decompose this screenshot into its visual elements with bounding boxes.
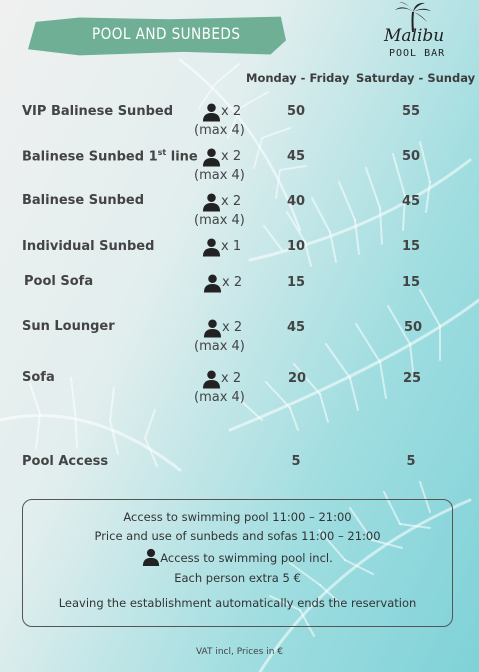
column-header-weekday: Monday - Friday [246, 71, 350, 85]
row-max: (max 4) [194, 123, 245, 138]
logo-script: Malibu [384, 26, 445, 46]
person-icon [202, 103, 221, 122]
person-icon [202, 148, 221, 167]
title-brush-banner [28, 16, 286, 56]
footer-note: VAT incl, Prices in € [195, 647, 284, 657]
row-capacity: x 2 [221, 194, 242, 209]
price-weekday: 15 [286, 275, 306, 290]
row-capacity: x 2 [221, 149, 242, 164]
row-max: (max 4) [194, 339, 245, 354]
price-weekend: 15 [401, 275, 421, 290]
person-icon [202, 370, 221, 389]
page-title: POOL AND SUNBEDS [92, 24, 241, 43]
column-header-weekend: Saturday - Sunday [356, 71, 476, 85]
row-name-pool-access: Pool Access [22, 454, 109, 469]
price-weekday: 10 [286, 239, 306, 254]
row-capacity: x 2 [222, 320, 243, 335]
person-icon [202, 193, 221, 212]
price-weekday: 45 [286, 320, 306, 335]
row-name-individual-sunbed: Individual Sunbed [22, 239, 155, 254]
price-weekend: 5 [406, 454, 416, 469]
price-weekend: 50 [403, 320, 423, 335]
row-max: (max 4) [194, 213, 245, 228]
price-weekend: 15 [401, 239, 421, 254]
info-line-sunbed-hours: Price and use of sunbeds and sofas 11:00… [94, 529, 381, 543]
row-name-balinese-sunbed-1st-line: Balinese Sunbed 1st line [22, 148, 198, 165]
malibu-pool-bar-logo: Malibu POOL BAR [380, 2, 446, 64]
price-weekday: 20 [287, 371, 307, 386]
person-icon [203, 274, 222, 293]
price-weekend: 25 [402, 371, 422, 386]
logo-subtitle: POOL BAR [389, 48, 446, 59]
row-capacity: x 2 [222, 275, 243, 290]
row-name-vip-balinese-sunbed: VIP Balinese Sunbed [22, 104, 173, 119]
row-name-sun-lounger: Sun Lounger [22, 319, 115, 334]
person-icon [203, 319, 222, 338]
info-line-reservation-ends: Leaving the establishment automatically … [58, 596, 417, 610]
price-weekday: 40 [286, 194, 306, 209]
row-name-balinese-sunbed: Balinese Sunbed [22, 193, 145, 208]
row-capacity: x 2 [221, 371, 242, 386]
price-weekday: 45 [286, 149, 306, 164]
price-weekday: 50 [286, 104, 306, 119]
info-line-access-included: Access to swimming pool incl. [23, 548, 452, 566]
price-weekend: 45 [401, 194, 421, 209]
price-weekday: 5 [291, 454, 301, 469]
row-max: (max 4) [194, 168, 245, 183]
info-box: Access to swimming pool 11:00 – 21:00 Pr… [22, 499, 453, 627]
row-name-pool-sofa: Pool Sofa [24, 274, 94, 289]
person-icon [143, 548, 160, 566]
person-icon [202, 238, 221, 257]
row-capacity: x 1 [221, 239, 242, 254]
price-weekend: 50 [401, 149, 421, 164]
row-name-sofa: Sofa [22, 370, 55, 385]
info-line-extra-person: Each person extra 5 € [174, 571, 301, 585]
info-line-pool-hours: Access to swimming pool 11:00 – 21:00 [123, 510, 352, 524]
price-weekend: 55 [401, 104, 421, 119]
row-max: (max 4) [194, 390, 245, 405]
palm-tree-icon [395, 2, 431, 32]
row-capacity: x 2 [221, 104, 242, 119]
